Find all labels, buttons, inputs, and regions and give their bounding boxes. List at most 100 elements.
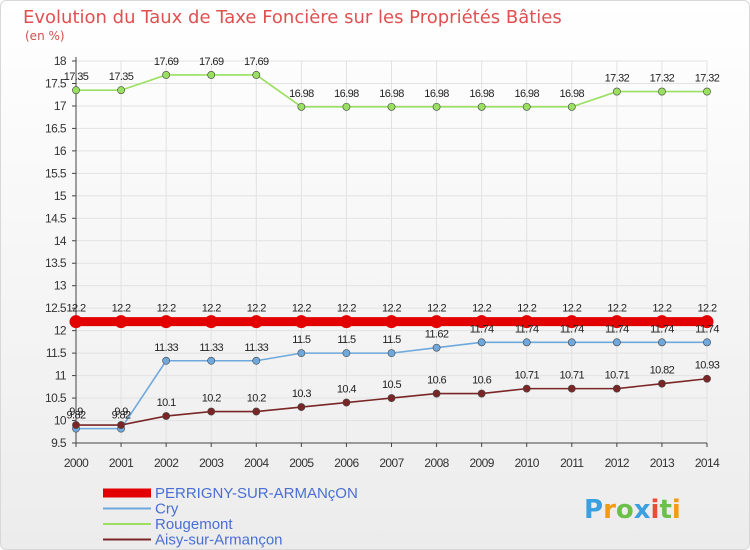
x-tick-label: 2000 xyxy=(64,456,89,470)
proxiti-logo: Proxiti xyxy=(584,495,681,525)
logo-letter: i xyxy=(651,495,660,525)
data-point xyxy=(477,338,486,347)
data-label: 9.9 xyxy=(69,406,83,418)
axes: 9.51010.51111.51212.51313.51414.51515.51… xyxy=(45,54,721,470)
data-point xyxy=(522,338,531,347)
data-point xyxy=(477,389,486,398)
data-label: 10.2 xyxy=(247,393,266,405)
data-label: 11.74 xyxy=(560,323,584,335)
data-label: 12.2 xyxy=(562,303,581,315)
data-point xyxy=(342,398,351,407)
logo-letter: x xyxy=(634,495,651,525)
data-label: 12.2 xyxy=(517,303,536,315)
data-label: 16.98 xyxy=(334,88,359,100)
x-tick-label: 2007 xyxy=(379,456,404,470)
data-label: 16.98 xyxy=(289,88,314,100)
data-label: 9.82 xyxy=(66,410,85,422)
data-label: 10.6 xyxy=(427,375,446,387)
data-point xyxy=(432,343,441,352)
data-point xyxy=(565,315,579,329)
data-label: 11.62 xyxy=(425,329,449,341)
y-tick-label: 14.5 xyxy=(45,211,67,225)
x-tick-label: 2009 xyxy=(469,456,494,470)
y-tick-label: 18 xyxy=(54,54,67,68)
data-label: 12.2 xyxy=(337,303,356,315)
data-label: 10.6 xyxy=(472,375,491,387)
data-point xyxy=(567,338,576,347)
data-point xyxy=(522,102,531,111)
data-point xyxy=(297,349,306,358)
data-label: 11.33 xyxy=(244,342,268,354)
data-point xyxy=(69,315,83,329)
data-label: 11.74 xyxy=(515,323,539,335)
data-point xyxy=(432,102,441,111)
data-label: 12.2 xyxy=(607,303,626,315)
data-label: 16.98 xyxy=(514,88,539,100)
logo-letter: t xyxy=(659,495,671,525)
x-tick-label: 2006 xyxy=(334,456,359,470)
legend-label: PERRIGNY-SUR-ARMANçON xyxy=(155,485,358,502)
data-label: 11.33 xyxy=(199,342,223,354)
data-label: 11.74 xyxy=(650,323,674,335)
data-label: 10.3 xyxy=(292,388,311,400)
data-label: 10.93 xyxy=(695,360,720,372)
data-labels: 12.2 12.2 12.2 12.2 12.2 12.2 12.2 12.2 12.2 12.2… xyxy=(64,56,721,422)
data-label: 10.71 xyxy=(560,370,585,382)
data-point xyxy=(520,315,534,329)
data-point xyxy=(703,87,711,96)
data-label: 12.2 xyxy=(427,303,446,315)
x-tick-label: 2004 xyxy=(244,456,269,470)
data-point xyxy=(297,403,306,411)
legend: PERRIGNY-SUR-ARMANçONCryRougemontAisy-su… xyxy=(103,485,358,549)
data-point xyxy=(72,86,80,95)
data-point xyxy=(387,102,396,111)
data-point xyxy=(162,71,171,79)
data-point xyxy=(387,394,396,402)
data-point xyxy=(658,379,666,388)
y-axis-unit: (en %) xyxy=(25,29,65,43)
data-point xyxy=(72,421,80,429)
data-point xyxy=(522,384,531,393)
data-label: 11.33 xyxy=(154,342,178,354)
data-label: 12.2 xyxy=(472,303,491,315)
x-tick-label: 2008 xyxy=(424,456,449,470)
data-point xyxy=(385,315,398,329)
y-tick-label: 16 xyxy=(54,144,67,158)
data-point xyxy=(432,389,441,398)
data-label: 10.4 xyxy=(337,384,356,396)
data-label: 17.32 xyxy=(605,73,630,85)
data-point xyxy=(117,86,125,95)
logo-letter: i xyxy=(672,495,681,525)
data-point xyxy=(475,315,489,329)
logo-letter: o xyxy=(616,495,634,525)
data-point xyxy=(703,338,711,347)
data-point xyxy=(162,356,171,365)
x-tick-label: 2010 xyxy=(515,456,540,470)
data-point xyxy=(339,315,353,329)
data-point xyxy=(342,102,351,111)
data-label: 10.5 xyxy=(382,379,401,391)
data-label: 17.35 xyxy=(64,71,89,83)
data-label: 11.5 xyxy=(337,334,356,346)
data-label: 9.82 xyxy=(112,410,131,422)
data-label: 17.32 xyxy=(650,73,675,85)
y-tick-label: 17 xyxy=(54,99,67,113)
data-point xyxy=(294,315,308,329)
data-point xyxy=(610,315,624,329)
legend-label: Cry xyxy=(155,501,179,518)
data-label: 10.71 xyxy=(514,370,539,382)
logo-letter: r xyxy=(603,495,616,525)
chart-title: Evolution du Taux de Taxe Foncière sur l… xyxy=(23,7,562,28)
data-label: 10.2 xyxy=(202,393,221,405)
data-point xyxy=(207,407,216,416)
data-point xyxy=(612,384,621,393)
y-tick-label: 15.5 xyxy=(45,166,67,180)
data-label: 11.74 xyxy=(605,323,629,335)
data-point xyxy=(162,412,171,420)
x-tick-label: 2001 xyxy=(109,456,134,470)
y-tick-label: 12.5 xyxy=(45,301,67,315)
y-tick-label: 14 xyxy=(54,234,67,248)
y-tick-label: 11 xyxy=(55,369,67,383)
data-point xyxy=(252,71,261,79)
